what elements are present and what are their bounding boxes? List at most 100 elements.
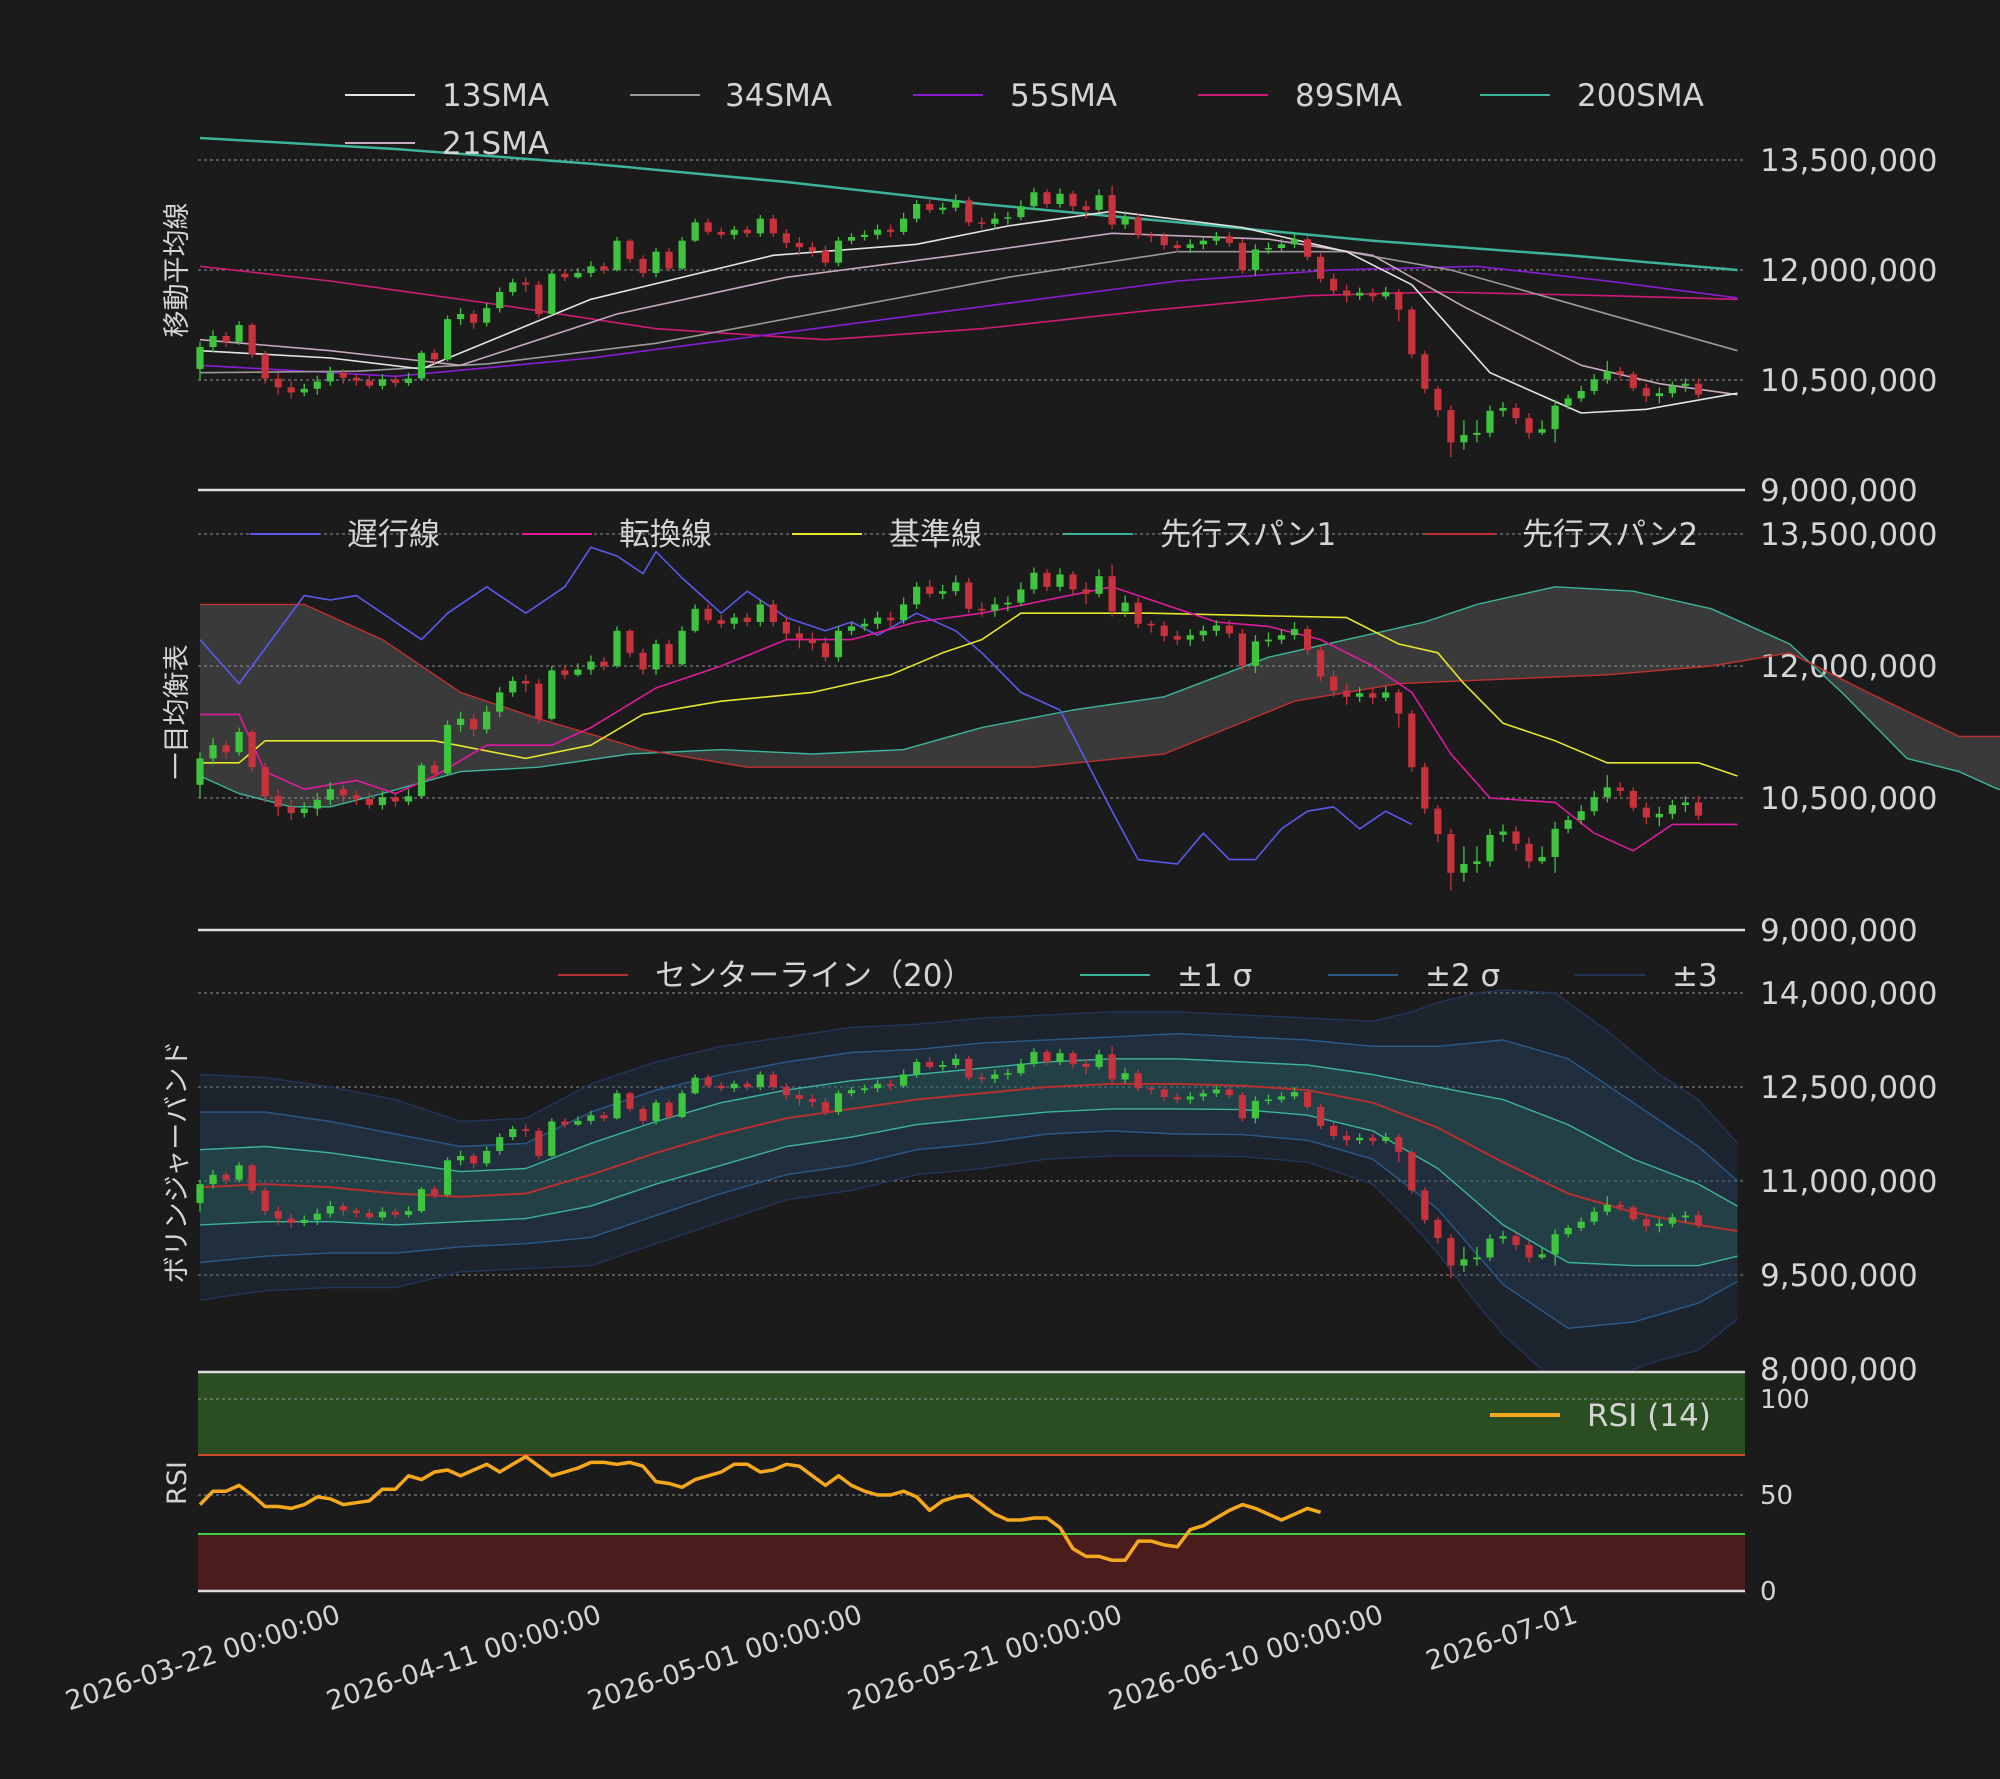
- bollinger-candle: [613, 1090, 621, 1120]
- sma-candle: [613, 237, 621, 272]
- ichimoku-candle: [847, 622, 856, 636]
- bollinger-candle: [483, 1146, 491, 1167]
- sma-candle: [326, 366, 334, 386]
- bollinger-candle: [678, 1090, 686, 1119]
- sma-candle: [1577, 385, 1585, 402]
- candle-body: [952, 1058, 960, 1066]
- candle-body: [313, 381, 321, 389]
- ichimoku-candle: [1264, 632, 1273, 647]
- candle-body: [1043, 192, 1051, 204]
- sma-candle: [1668, 381, 1676, 398]
- bb-upper-3sd-line: [199, 989, 1739, 1144]
- sma-candle: [782, 228, 790, 248]
- candle-body: [873, 229, 882, 235]
- candle-body: [1134, 602, 1142, 624]
- candle-body: [326, 789, 334, 800]
- ichimoku-candle: [1499, 824, 1507, 842]
- sma-candle: [952, 194, 960, 212]
- candle-body: [1147, 1088, 1155, 1090]
- bb-1sd-fill: [200, 1058, 1738, 1266]
- candle-body: [1251, 1100, 1260, 1119]
- sma-candle: [1395, 289, 1403, 322]
- candle-body: [1134, 1073, 1142, 1089]
- sma-candle: [665, 248, 673, 272]
- bollinger-candle: [1616, 1201, 1624, 1212]
- candle-body: [1434, 808, 1442, 835]
- ichimoku-candle: [939, 585, 947, 600]
- bb-lower-2sd-line: [199, 1130, 1738, 1329]
- rsi-ylabel: RSI: [162, 1461, 193, 1505]
- candle-body: [261, 354, 269, 379]
- bollinger-candle: [821, 1097, 830, 1116]
- legend-label-rsi: RSI (14): [1587, 1398, 1711, 1434]
- candle-body: [1473, 861, 1481, 864]
- candle-body: [561, 670, 569, 675]
- candle-body: [1330, 676, 1338, 691]
- candle-body: [574, 1120, 582, 1125]
- sma-candle: [1408, 306, 1416, 358]
- ichimoku-candle: [209, 738, 217, 765]
- candle-body: [430, 352, 439, 360]
- bollinger-candle: [730, 1080, 738, 1093]
- bollinger-candle: [1303, 1089, 1312, 1111]
- candle-body: [535, 284, 543, 314]
- ichimoku-candle: [965, 578, 973, 614]
- ichimoku-candle: [1590, 790, 1598, 816]
- candle-body: [1330, 278, 1338, 291]
- candle-body: [548, 1121, 556, 1156]
- candle-body: [287, 387, 295, 393]
- ichimoku-candle: [1694, 796, 1703, 820]
- candle-body: [1668, 1217, 1676, 1224]
- candle-body: [1551, 405, 1559, 430]
- candle-body: [1356, 292, 1364, 296]
- candle-body: [1030, 1051, 1038, 1064]
- bollinger-candle: [1512, 1232, 1520, 1250]
- candle-body: [1616, 1204, 1624, 1208]
- candle-body: [1121, 602, 1129, 612]
- ichimoku-candle: [313, 792, 321, 816]
- candle-body: [1343, 1135, 1351, 1141]
- candle-body: [1147, 623, 1155, 626]
- bollinger-candle: [1369, 1134, 1377, 1146]
- candle-body: [1655, 1223, 1663, 1227]
- candle-body: [483, 1150, 491, 1164]
- candle-body: [926, 1061, 934, 1067]
- candle-body: [926, 204, 934, 210]
- candle-body: [1238, 1095, 1246, 1119]
- sma-candle: [1499, 402, 1507, 417]
- ichimoku-candle: [326, 782, 334, 806]
- ichimoku-candle: [756, 600, 764, 627]
- bollinger-candle: [1473, 1246, 1481, 1266]
- rsi-legend: RSI (14): [1490, 1398, 1711, 1434]
- sma-candle: [1251, 244, 1260, 276]
- ichimoku-candle: [1577, 805, 1585, 825]
- sma-candle: [287, 381, 295, 399]
- sma-candle: [457, 308, 465, 325]
- sma-candle: [743, 226, 751, 237]
- sma-candle: [1473, 420, 1481, 443]
- candle-body: [1330, 1125, 1338, 1136]
- sma-candle: [1095, 189, 1103, 213]
- bollinger-candle: [1030, 1048, 1038, 1067]
- ichimoku-candle: [1004, 596, 1012, 612]
- candle-body: [1277, 635, 1286, 640]
- bb-lower-3sd-line: [199, 1155, 1738, 1383]
- candle-body: [496, 292, 504, 309]
- ichimoku-candle: [913, 582, 921, 609]
- bollinger-candle: [1330, 1121, 1338, 1141]
- candle-body: [1681, 1215, 1690, 1218]
- candle-body: [339, 1206, 347, 1211]
- ichimoku-candle: [1369, 688, 1377, 704]
- candle-body: [965, 200, 973, 223]
- bollinger-candle: [1004, 1068, 1012, 1080]
- legend-label-21sma: 21SMA: [442, 126, 549, 162]
- candle-body: [391, 1211, 400, 1215]
- candle-body: [756, 604, 764, 622]
- sma55-line: [199, 265, 1738, 378]
- candle-body: [1264, 1099, 1273, 1102]
- sma-candle: [209, 330, 217, 353]
- bollinger-candle: [1186, 1092, 1194, 1104]
- candle-body: [1121, 217, 1129, 225]
